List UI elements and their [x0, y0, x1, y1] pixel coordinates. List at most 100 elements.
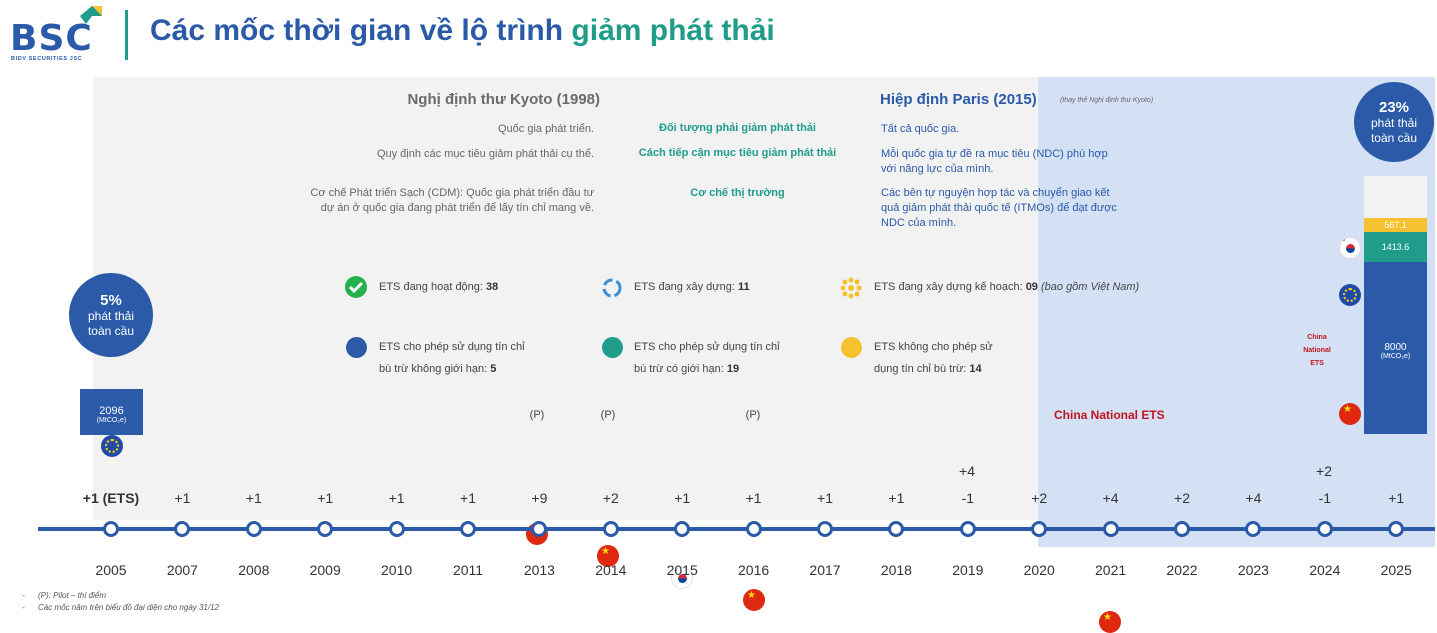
stack-segment-yellow: 567.1	[1364, 218, 1427, 232]
pilot-label-2016: (P)	[745, 409, 761, 421]
timeline-year-2010: 2010	[381, 562, 413, 578]
title-main: Các mốc thời gian về lộ trình	[150, 14, 572, 47]
timeline-year-2022: 2022	[1166, 562, 1198, 578]
paris-row-3: Các bên tự nguyện hợp tác và chuyển giao…	[881, 187, 1117, 229]
timeline-node-2022	[1174, 521, 1190, 537]
timeline-node-2019	[959, 521, 976, 537]
timeline-year-2011: 2011	[452, 562, 484, 578]
stack-segment-teal: 1413.6	[1364, 232, 1427, 262]
timeline-count-2005: +1 (ETS)	[82, 490, 140, 506]
timeline-year-2014: 2014	[595, 562, 627, 578]
legend-building: ETS đang xây dựng: 11	[634, 281, 750, 293]
timeline-year-2009: 2009	[309, 562, 341, 578]
paris-title: Hiệp định Paris (2015)	[880, 91, 1037, 108]
logo-arrow-icon	[80, 6, 102, 24]
header-divider	[125, 10, 128, 60]
bubble-2005-pct: 5%	[100, 291, 122, 309]
timeline-node-2023	[1245, 521, 1262, 537]
kyoto-era-background	[93, 77, 1038, 520]
timeline-count-2013: +9	[531, 490, 548, 506]
paris-row-1: Tất cả quốc gia.	[881, 123, 960, 135]
timeline-node-2021	[1102, 521, 1119, 537]
kyoto-row-3: Cơ chế Phát triển Sạch (CDM): Quốc gia p…	[310, 187, 594, 214]
timeline-year-2019: 2019	[952, 562, 984, 578]
china-flag-icon	[1099, 611, 1121, 633]
timeline-node-2018	[888, 521, 905, 537]
pilot-label-2014: (P)	[600, 409, 616, 421]
stack-blue-unit: (MtCO₂e)	[1380, 353, 1411, 360]
timeline-node-2011	[460, 521, 476, 537]
timeline-node-2009	[317, 521, 334, 537]
bubble-2025-line2: toàn cầu	[1370, 130, 1418, 145]
extra-count-2024: +2	[1316, 463, 1332, 479]
stack-blue-value: 8000	[1384, 342, 1407, 353]
timeline-year-2016: 2016	[738, 562, 770, 578]
unlimited-dot	[346, 337, 367, 358]
timeline-axis	[38, 527, 1435, 531]
bubble-2005-line1: phát thải	[87, 308, 135, 323]
extra-count-2019: +4	[959, 463, 975, 479]
bubble-2025-pct: 23%	[1378, 98, 1410, 116]
timeline-year-2018: 2018	[880, 562, 912, 578]
bubble-2005: 5% phát thải toàn cầu	[69, 273, 153, 357]
timeline-count-2008: +1	[245, 490, 262, 506]
korea-flag-icon	[671, 567, 693, 589]
timeline-count-2023: +4	[1245, 490, 1262, 506]
none-dot	[841, 337, 862, 358]
bubble-2025: 23% phát thải toàn cầu	[1354, 82, 1434, 162]
stack-segment-blue: 8000 (MtCO₂e)	[1364, 262, 1427, 434]
timeline-count-2014: +2	[602, 490, 619, 506]
timeline-year-2013: 2013	[523, 562, 555, 578]
paris-note: (thay thế Nghị định thư Kyoto)	[1060, 97, 1154, 104]
timeline-year-2017: 2017	[809, 562, 841, 578]
timeline-year-2007: 2007	[166, 562, 198, 578]
pilot-label-2013: (P)	[529, 409, 545, 421]
kyoto-row-1: Quốc gia phát triển.	[497, 123, 594, 135]
timeline-count-2020: +2	[1031, 490, 1048, 506]
footnote-1: - (P): Pilot – thí điểm	[22, 591, 107, 600]
bsc-logo: BSC	[10, 18, 93, 59]
timeline-year-2023: 2023	[1237, 562, 1269, 578]
timeline-count-2017: +1	[817, 490, 833, 506]
china-flag-icon	[743, 589, 765, 611]
timeline-year-2008: 2008	[238, 562, 270, 578]
timeline-node-2013	[531, 521, 548, 537]
timeline-node-2020	[1031, 521, 1048, 537]
timeline-count-2022: +2	[1174, 490, 1190, 506]
mid-row-1: Đối tượng phải giảm phát thải	[659, 122, 816, 134]
eu-flag-icon	[1339, 284, 1361, 306]
timeline-node-2016	[745, 521, 762, 537]
emissions-box-2005: 2096 (MtCO₂e)	[80, 389, 143, 435]
timeline-count-2016: +1	[745, 490, 762, 506]
china-flag-icon	[597, 545, 619, 567]
kyoto-title: Nghị định thư Kyoto (1998)	[407, 91, 600, 108]
timeline-node-2007	[174, 521, 191, 537]
china-national-ets-side-label: China National ETS	[1303, 334, 1331, 367]
timeline-node-2010	[388, 521, 405, 537]
timeline-count-2018: +1	[888, 490, 905, 506]
timeline-year-2021: 2021	[1095, 562, 1127, 578]
timeline-node-2024	[1316, 521, 1333, 537]
legend-unlimited: ETS cho phép sử dụng tín chỉ bù trừ khôn…	[379, 341, 525, 375]
timeline-year-2015: 2015	[666, 562, 698, 578]
timeline-count-2024: -1	[1318, 490, 1332, 506]
legend-none: ETS không cho phép sử dụng tín chỉ bù tr…	[874, 341, 993, 375]
timeline-count-2021: +4	[1102, 490, 1119, 506]
timeline-year-2020: 2020	[1023, 562, 1055, 578]
timeline-count-2019: -1	[961, 490, 975, 506]
mid-row-3: Cơ chế thị trường	[690, 187, 785, 199]
timeline-node-2008	[245, 521, 262, 537]
legend-active: ETS đang hoạt động: 38	[379, 281, 499, 293]
refresh-icon	[602, 278, 622, 298]
footnote-2: - Các mốc năm trên biểu đồ đại diện cho …	[22, 603, 220, 612]
timeline-year-2005: 2005	[95, 562, 127, 578]
timeline-node-2017	[817, 521, 833, 537]
logo-subtitle: BIDV SECURITIES JSC	[11, 56, 83, 62]
china-national-ets-label: China National ETS	[1054, 408, 1165, 422]
stack-top-empty	[1364, 176, 1427, 218]
kyoto-row-2: Quy định các mục tiêu giảm phát thải cụ …	[376, 148, 594, 160]
korea-flag-icon	[1339, 237, 1361, 259]
title-accent: giảm phát thải	[571, 14, 775, 47]
eu-flag-icon	[101, 435, 123, 457]
timeline-node-2025	[1388, 521, 1405, 537]
